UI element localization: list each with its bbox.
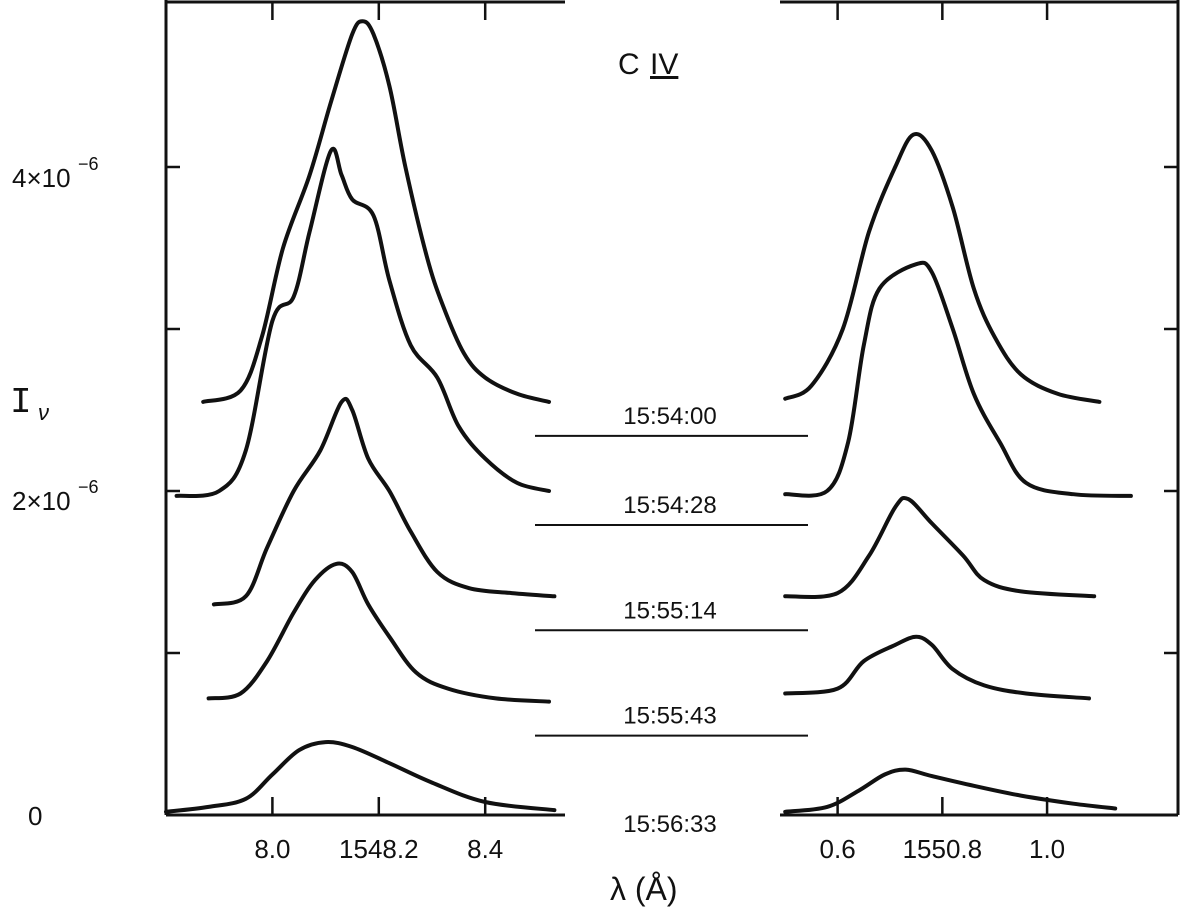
right-x-tick-label-2: 1.0 <box>1029 834 1065 864</box>
series-3-right-curve <box>783 634 1091 701</box>
series-labels: 15:54:00 15:54:28 15:55:14 15:55:43 15:56:33 <box>535 403 808 838</box>
chart-title-ion: IV <box>650 48 678 81</box>
series-2-right-curve <box>783 495 1097 600</box>
y-axis-label-subscript: ν <box>38 400 49 425</box>
y-axis-label: I <box>10 382 32 423</box>
series-4-right-curve <box>783 767 1118 814</box>
y-tick-label-4e-6: 4×10 <box>12 163 71 193</box>
y-ticks <box>166 165 1178 655</box>
series-0-time-label: 15:54:00 <box>623 403 716 430</box>
series-1-right-curve <box>783 260 1133 498</box>
left-x-tick-label-2: 8.4 <box>467 834 503 864</box>
series-3-time-label: 15:55:43 <box>623 703 716 730</box>
series-1-left-curve <box>174 146 551 498</box>
right-x-tick-label-1: 1550.8 <box>903 834 983 864</box>
left-x-tick-label-0: 8.0 <box>254 834 290 864</box>
right-x-tick-label-0: 0.6 <box>820 834 856 864</box>
x-ticks: 8.0 1548.2 8.4 0.6 1550.8 1.0 <box>254 2 1065 864</box>
series-curves <box>164 19 1133 814</box>
y-tick-label-0: 0 <box>28 801 42 831</box>
series-4-left-curve <box>164 740 557 814</box>
series-0-left-curve <box>201 19 551 404</box>
y-tick-label-2e-6: 2×10 <box>12 486 71 516</box>
series-3-left-curve <box>206 561 551 704</box>
x-axis-label: λ (Å) <box>610 871 678 907</box>
left-x-tick-label-1: 1548.2 <box>339 834 419 864</box>
series-4-time-label: 15:56:33 <box>623 811 716 838</box>
chart-title-element: C <box>618 48 640 81</box>
plot-frame <box>164 0 1180 817</box>
series-0-right-curve <box>783 132 1102 404</box>
series-1-time-label: 15:54:28 <box>623 492 716 519</box>
series-2-time-label: 15:55:14 <box>623 597 716 624</box>
series-2-left-curve <box>211 396 557 607</box>
y-tick-label-2e-6-exponent: −6 <box>78 477 99 497</box>
y-tick-label-4e-6-exponent: −6 <box>78 154 99 174</box>
